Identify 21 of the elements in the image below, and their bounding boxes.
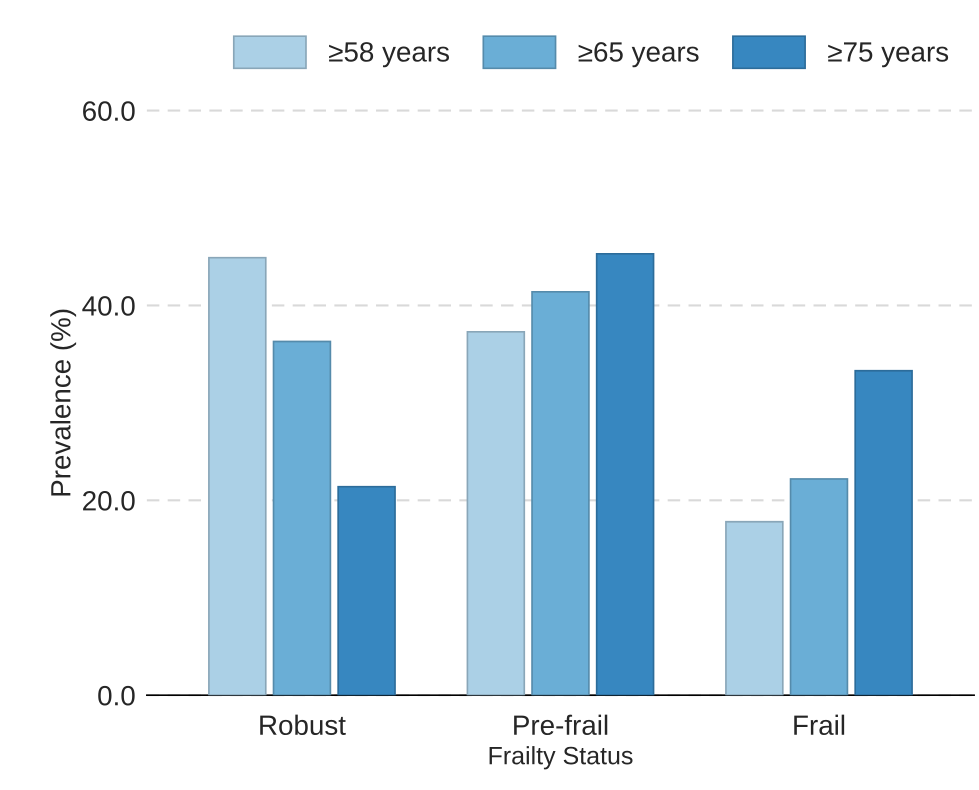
- bar: [790, 478, 848, 696]
- bar: [596, 252, 654, 696]
- y-tick-label: 60.0: [83, 101, 135, 121]
- bar: [531, 290, 590, 696]
- bar: [208, 256, 267, 696]
- x-tick-label: Frail: [794, 714, 844, 736]
- bar: [337, 486, 396, 696]
- bar: [725, 520, 784, 696]
- legend-label: ≥75 years: [828, 42, 948, 68]
- y-axis-title: Prevalence (%): [50, 310, 76, 496]
- bar: [272, 340, 332, 696]
- x-tick-label: Pre-frail: [514, 714, 608, 736]
- bar: [854, 370, 913, 696]
- y-tick-label: 40.0: [82, 296, 135, 316]
- bar: [466, 330, 526, 696]
- x-tick-label: Robust: [260, 714, 346, 736]
- x-axis-title: Frailty Status: [490, 746, 633, 770]
- legend-label: ≥58 years: [329, 42, 449, 68]
- legend-label: ≥65 years: [578, 42, 699, 68]
- y-tick-label: 0.0: [98, 686, 135, 706]
- y-tick-label: 20.0: [83, 491, 135, 511]
